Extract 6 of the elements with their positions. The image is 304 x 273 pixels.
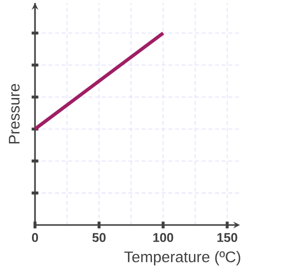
x-axis-title: Temperature (ºC) [124, 251, 240, 266]
x-tick-label: 150 [217, 233, 238, 242]
x-tick-label: 50 [92, 233, 106, 242]
x-tick-label: 0 [32, 233, 38, 242]
x-tick-label: 100 [153, 233, 174, 242]
y-axis-title: Pressure [8, 84, 20, 144]
